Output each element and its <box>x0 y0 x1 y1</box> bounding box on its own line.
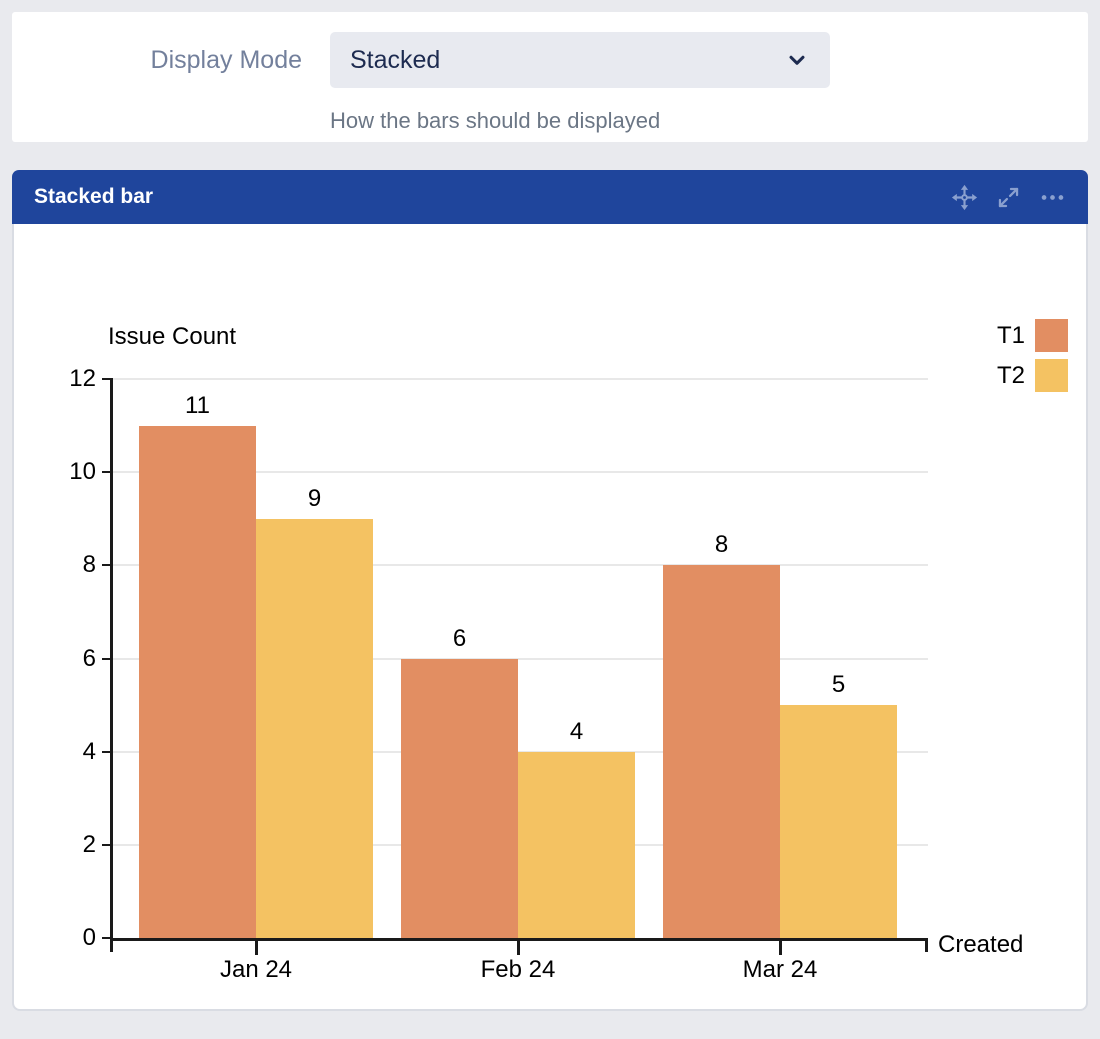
y-tick-label-8: 8 <box>82 551 96 579</box>
bar-value-T2-Jan-24: 9 <box>307 484 322 512</box>
x-axis-title: Created <box>938 931 1024 958</box>
y-axis-line <box>110 379 113 952</box>
display-mode-row: Display Mode Stacked <box>12 32 1088 88</box>
x-tick-label-Mar-24: Mar 24 <box>742 956 818 983</box>
bar-value-T1-Feb-24: 6 <box>452 624 467 652</box>
bar-chart: Issue Count 0 2 4 6 8 10 12 11 6 8 9 4 5 Jan 24 Feb 24… <box>14 224 1086 1009</box>
gridline-y6 <box>113 657 928 660</box>
chevron-down-icon <box>789 55 805 65</box>
legend-swatch-T1 <box>1035 319 1068 352</box>
chart-widget: Stacked bar <box>12 170 1088 1011</box>
display-mode-selected-value: Stacked <box>350 45 441 74</box>
y-axis-title: Issue Count <box>108 323 237 350</box>
gridline-y12 <box>113 378 928 380</box>
gridline-y8 <box>113 564 928 567</box>
bar-T1-Mar-24[interactable] <box>663 565 780 938</box>
expand-icon <box>998 187 1018 207</box>
y-tick-label-12: 12 <box>69 365 96 392</box>
ellipsis-icon <box>1041 194 1063 200</box>
legend-swatch-T2 <box>1035 359 1068 392</box>
x-tick-mark-Mar-24 <box>779 941 782 955</box>
y-tick-mark-4 <box>102 750 113 753</box>
y-tick-mark-10 <box>102 471 113 474</box>
bar-value-T2-Feb-24: 4 <box>569 717 584 745</box>
bar-T2-Feb-24[interactable] <box>518 751 635 938</box>
widget-title: Stacked bar <box>34 185 154 208</box>
y-tick-mark-0 <box>102 937 113 939</box>
y-tick-mark-2 <box>102 843 113 846</box>
legend-item-T2[interactable]: T2 <box>954 359 1068 392</box>
move-icon <box>951 184 977 210</box>
bar-T2-Jan-24[interactable] <box>256 518 373 938</box>
x-axis-end-tick <box>925 938 928 952</box>
x-tick-label-Jan-24: Jan 24 <box>219 956 293 983</box>
legend-label-T1: T1 <box>996 321 1025 349</box>
widget-header: Stacked bar <box>12 170 1088 224</box>
y-tick-label-4: 4 <box>82 737 96 765</box>
expand-button[interactable] <box>992 181 1024 213</box>
y-tick-mark-12 <box>102 378 113 380</box>
bar-value-T1-Mar-24: 8 <box>714 531 729 559</box>
display-mode-label: Display Mode <box>150 45 302 74</box>
settings-panel: Display Mode Stacked How the bars should… <box>12 12 1088 142</box>
x-axis-line <box>110 938 928 941</box>
bar-T1-Feb-24[interactable] <box>401 658 518 938</box>
x-tick-label-Feb-24: Feb 24 <box>480 956 556 983</box>
legend-label-T2: T2 <box>996 361 1025 389</box>
more-options-button[interactable] <box>1036 181 1068 213</box>
bar-T1-Jan-24[interactable] <box>139 425 256 938</box>
x-tick-mark-Jan-24 <box>255 941 258 955</box>
widget-body: Issue Count 0 2 4 6 8 10 12 11 6 8 9 4 5 Jan 24 Feb 24… <box>12 224 1088 1011</box>
y-tick-mark-8 <box>102 564 113 567</box>
y-tick-label-6: 6 <box>82 644 96 672</box>
y-tick-mark-6 <box>102 657 113 660</box>
bar-value-T2-Mar-24: 5 <box>831 671 846 699</box>
bar-T2-Mar-24[interactable] <box>780 705 897 938</box>
y-tick-label-0: 0 <box>82 924 96 951</box>
y-tick-label-10: 10 <box>69 458 96 486</box>
widget-toolbar <box>948 181 1068 213</box>
bar-value-T1-Jan-24: 11 <box>185 391 210 419</box>
y-tick-label-2: 2 <box>82 830 96 858</box>
display-mode-select[interactable]: Stacked <box>330 32 830 88</box>
x-tick-mark-Feb-24 <box>517 941 520 955</box>
move-button[interactable] <box>948 181 980 213</box>
legend-item-T1[interactable]: T1 <box>954 319 1068 352</box>
gridline-y10 <box>113 471 928 474</box>
display-mode-help-text: How the bars should be displayed <box>330 108 661 133</box>
